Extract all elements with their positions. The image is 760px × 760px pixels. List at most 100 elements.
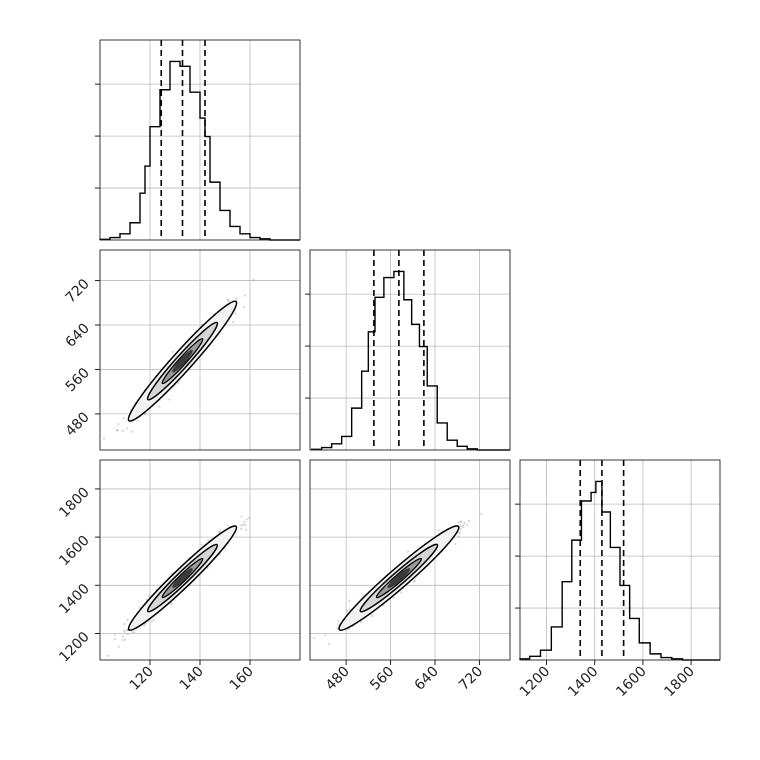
scatter-point: [458, 532, 461, 535]
scatter-point: [143, 624, 146, 627]
scatter-point: [145, 598, 148, 601]
scatter-point: [126, 632, 129, 636]
scatter-point: [462, 525, 465, 529]
x-tick-label: 1200: [517, 664, 554, 701]
x-tick-label: 1400: [565, 664, 602, 701]
scatter-point: [234, 312, 238, 315]
scatter-point: [123, 630, 126, 634]
scatter-point: [117, 422, 120, 426]
scatter-point: [148, 595, 151, 598]
scatter-point: [360, 621, 363, 624]
y-tick-label: 720: [63, 276, 93, 306]
grid-lines: [310, 250, 510, 450]
y-tick-label: 1800: [56, 484, 93, 521]
scatter-point: [150, 620, 153, 623]
panel-frame: [99, 39, 301, 241]
scatter-point: [240, 524, 243, 527]
scatter-point: [97, 655, 99, 657]
scatter-point: [123, 622, 126, 626]
scatter-point: [171, 350, 174, 353]
scatter-point: [125, 427, 128, 430]
scatter-point: [348, 599, 351, 603]
y-tick-label: 1600: [56, 533, 93, 570]
x-tick-label: 140: [177, 664, 207, 694]
scatter-point: [144, 412, 147, 416]
scatter-panel-1: [97, 515, 251, 657]
scatter-point: [462, 524, 465, 527]
scatter-point: [131, 630, 134, 634]
scatter-point: [454, 542, 457, 545]
scatter-point: [406, 550, 410, 553]
scatter-panel-2: [313, 512, 483, 645]
scatter-point: [328, 642, 331, 645]
scatter-point: [240, 515, 243, 518]
scatter-point: [459, 525, 463, 528]
scatter-point: [171, 603, 174, 606]
scatter-point: [113, 633, 116, 636]
scatter-point: [226, 524, 229, 527]
scatter-point: [466, 523, 469, 526]
scatter-point: [122, 416, 125, 420]
scatter-points: [103, 278, 255, 440]
scatter-point: [121, 639, 124, 642]
histogram-2: [515, 460, 720, 661]
scatter-point: [122, 629, 125, 632]
grid-lines: [520, 460, 720, 660]
histogram-step: [519, 480, 720, 661]
scatter-point: [122, 635, 125, 638]
density-contour: [172, 349, 193, 373]
y-tick-label: 1400: [56, 581, 93, 618]
scatter-point: [336, 626, 339, 630]
x-tick-label: 480: [323, 664, 353, 694]
scatter-point: [348, 608, 351, 611]
scatter-point: [177, 381, 180, 385]
scatter-point: [243, 294, 247, 297]
y-tick-label: 1200: [56, 629, 93, 666]
scatter-point: [480, 512, 483, 515]
y-tick-label: 640: [63, 321, 93, 351]
scatter-point: [121, 429, 125, 432]
scatter-point: [168, 398, 171, 401]
x-tick-label: 1600: [613, 664, 650, 701]
scatter-point: [240, 527, 243, 530]
density-contour: [387, 568, 411, 589]
scatter-point: [248, 516, 251, 519]
scatter-point: [158, 405, 161, 408]
grid-lines: [310, 460, 510, 660]
grid-lines: [100, 460, 300, 660]
scatter-point: [459, 527, 463, 531]
x-tick-label: 120: [127, 664, 157, 694]
scatter-point: [413, 579, 416, 582]
scatter-panel-0: [103, 278, 255, 440]
histogram-0: [95, 40, 300, 241]
scatter-point: [245, 518, 248, 521]
scatter-point: [244, 523, 247, 526]
scatter-point: [468, 520, 471, 523]
scatter-point: [242, 306, 245, 309]
histogram-step: [99, 60, 300, 241]
scatter-point: [345, 609, 349, 612]
scatter-point: [243, 520, 246, 523]
scatter-points: [313, 512, 483, 645]
grid-lines: [100, 40, 300, 240]
scatter-point: [457, 521, 460, 524]
scatter-point: [138, 606, 141, 609]
panel-frame: [99, 249, 301, 451]
scatter-point: [252, 278, 255, 281]
scatter-point: [116, 428, 119, 431]
scatter-point: [457, 535, 460, 538]
x-tick-label: 1800: [661, 664, 698, 701]
scatter-point: [324, 634, 327, 637]
scatter-point: [125, 629, 129, 632]
histogram-step: [310, 270, 510, 451]
scatter-point: [218, 530, 221, 533]
scatter-point: [245, 528, 248, 532]
scatter-point: [463, 521, 466, 524]
panel-frame: [309, 249, 511, 451]
scatter-points: [97, 515, 251, 657]
scatter-point: [133, 631, 136, 634]
scatter-point: [460, 520, 463, 523]
scatter-point: [117, 645, 120, 648]
scatter-point: [242, 523, 245, 526]
